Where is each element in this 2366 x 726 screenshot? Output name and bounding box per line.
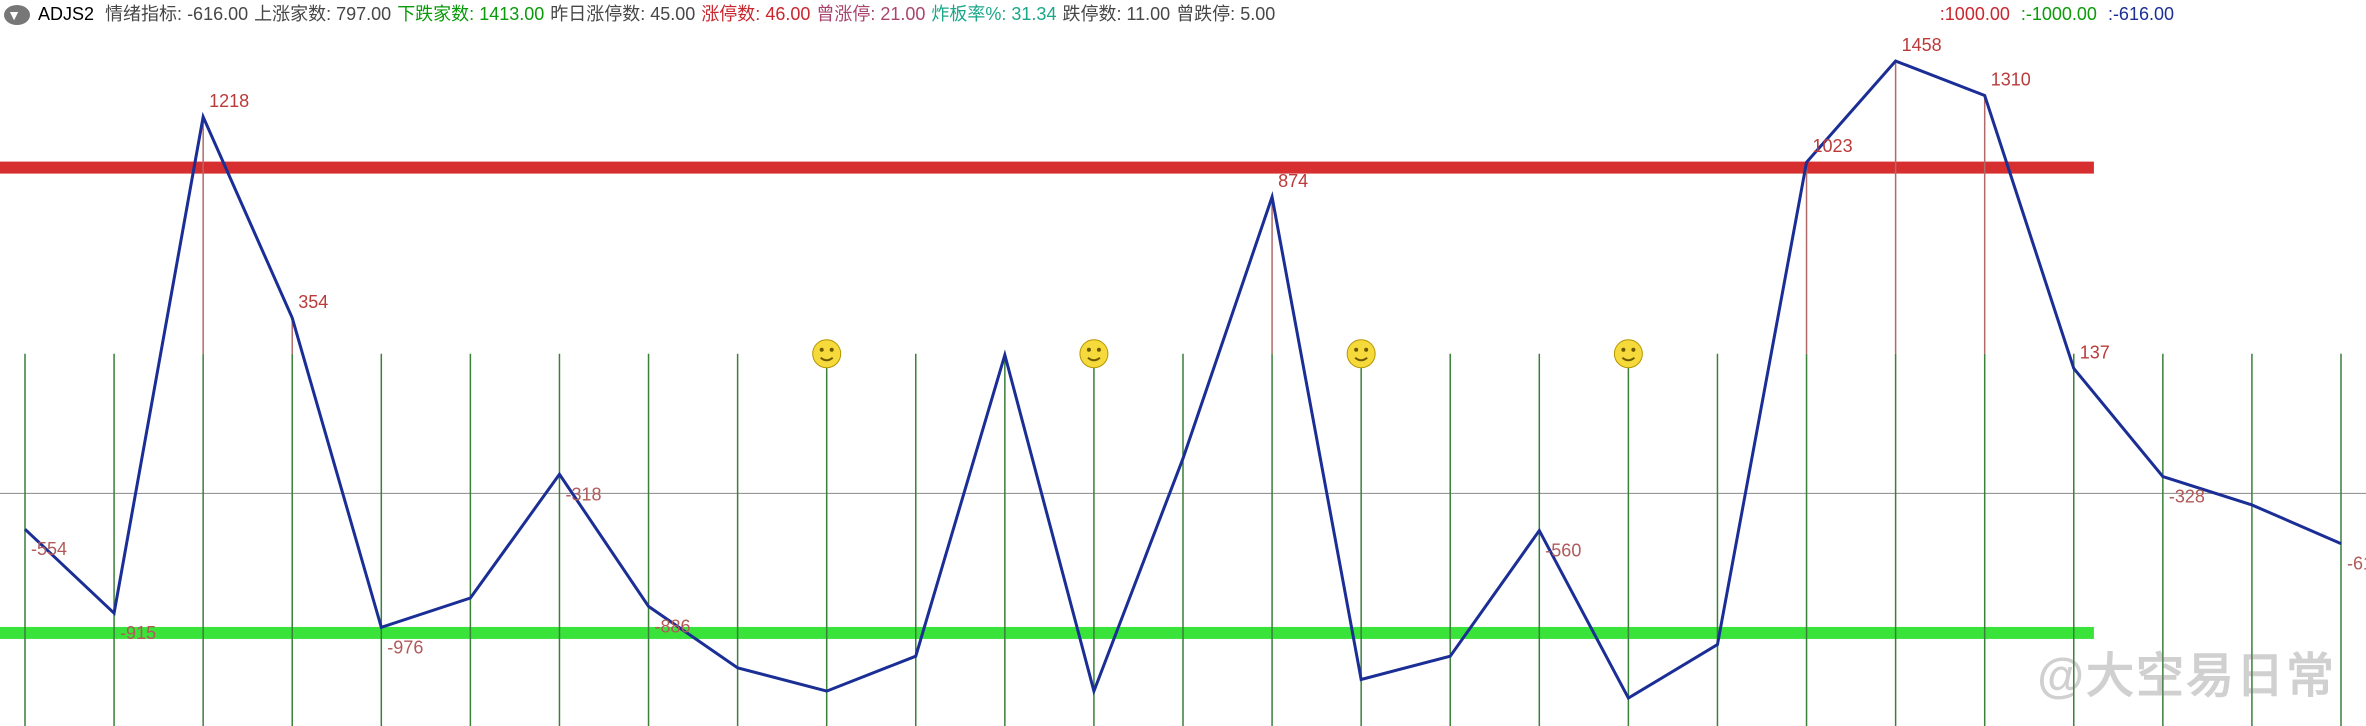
header-metric: 涨停数: 46.00 <box>701 4 816 24</box>
header-metric: 情绪指标: -616.00 <box>105 4 254 24</box>
smiley-icon <box>1347 340 1375 368</box>
smiley-icon <box>813 340 841 368</box>
point-label: 354 <box>298 292 328 312</box>
sentiment-chart: -554 -915 1218 354 -976 -318 -886 874 -560 1023 14… <box>0 28 2366 726</box>
point-label: -616 <box>2347 554 2366 574</box>
point-label: -328 <box>2169 487 2205 507</box>
point-label: 874 <box>1278 171 1308 191</box>
smiley-icon <box>1614 340 1642 368</box>
point-label: -915 <box>120 623 156 643</box>
header-metric: 跌停数: 11.00 <box>1062 4 1176 24</box>
header-metric: 炸板率%: 31.34 <box>931 4 1062 24</box>
point-label: -976 <box>387 637 423 657</box>
symbol-code: ADJS2 <box>38 4 100 24</box>
header-metric: 曾涨停: 21.00 <box>816 4 931 24</box>
header-metric: 下跌家数: 1413.00 <box>397 4 550 24</box>
point-label: -560 <box>1545 541 1581 561</box>
point-label: -318 <box>565 484 601 504</box>
header-ref-value: :-1000.00 <box>2021 4 2108 24</box>
header-ref-value: :1000.00 <box>1940 4 2021 24</box>
header-metric: 昨日涨停数: 45.00 <box>550 4 701 24</box>
point-label: 137 <box>2080 342 2110 362</box>
header-metric: 上涨家数: 797.00 <box>254 4 397 24</box>
point-label: 1023 <box>1813 136 1853 156</box>
point-label: -886 <box>655 616 691 636</box>
upper-band <box>0 162 2094 174</box>
point-label: 1458 <box>1902 35 1942 55</box>
indicator-header: ▼ ADJS2 情绪指标: -616.00上涨家数: 797.00下跌家数: 1… <box>0 0 2366 28</box>
chevron-down-icon[interactable]: ▼ <box>4 5 30 25</box>
header-ref-value: :-616.00 <box>2108 4 2180 24</box>
point-label: -554 <box>31 539 67 559</box>
point-label: 1218 <box>209 91 249 111</box>
lower-band <box>0 627 2094 639</box>
header-metric: 曾跌停: 5.00 <box>1176 4 1281 24</box>
point-label: 1310 <box>1991 69 2031 89</box>
smiley-icon <box>1080 340 1108 368</box>
